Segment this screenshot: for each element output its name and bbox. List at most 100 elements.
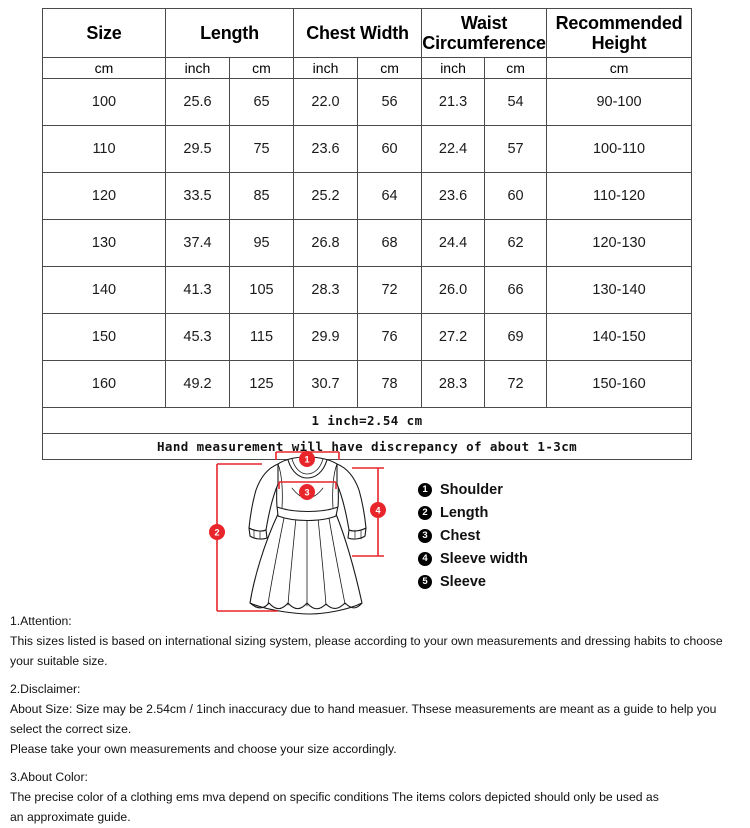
legend-item-sleeve: 5 Sleeve — [418, 570, 618, 593]
footnote-heading: 3.About Color: — [10, 770, 88, 785]
table-row: 110 29.5 75 23.6 60 22.4 57 100-110 — [42, 125, 693, 173]
unit-chest-cm: cm — [357, 57, 423, 79]
marker-1-shoulder-icon — [299, 451, 315, 467]
cell-size: 120 — [42, 172, 166, 220]
column-header-chest-width: Chest Width — [293, 8, 423, 58]
cell-recommended-height: 130-140 — [546, 266, 693, 314]
unit-height-cm: cm — [546, 57, 693, 79]
cell-length-inch: 37.4 — [165, 219, 230, 267]
size-chart-table: Size Length Chest Width Waist Circumfere… — [41, 8, 693, 460]
column-header-waist-circumference: Waist Circumference — [421, 8, 548, 58]
legend-label: Sleeve width — [440, 550, 528, 567]
marker-2-length-icon — [209, 524, 225, 540]
unit-waist-inch: inch — [421, 57, 486, 79]
legend-label: Sleeve — [440, 573, 486, 590]
cell-chest-inch: 23.6 — [293, 125, 359, 173]
footnote-line: Please take your own measurements and ch… — [10, 741, 397, 756]
unit-chest-inch: inch — [293, 57, 359, 79]
cell-waist-inch: 24.4 — [421, 219, 486, 267]
legend-bullet-3-icon: 3 — [418, 528, 432, 543]
footnotes-section: 1.Attention: This sizes listed is based o… — [10, 612, 745, 828]
legend-bullet-1-icon: 1 — [418, 482, 432, 497]
legend-bullet-5-icon: 5 — [418, 574, 432, 589]
unit-size: cm — [42, 57, 166, 79]
cell-length-cm: 115 — [228, 313, 295, 361]
table-row: 100 25.6 65 22.0 56 21.3 54 90-100 — [42, 78, 693, 126]
footnote-line: The precise color of a clothing ems mva … — [10, 790, 659, 805]
cell-waist-cm: 54 — [484, 78, 548, 126]
cell-length-inch: 29.5 — [165, 125, 230, 173]
cell-waist-cm: 62 — [484, 219, 548, 267]
cell-size: 130 — [42, 219, 166, 267]
cell-recommended-height: 90-100 — [546, 78, 693, 126]
cell-size: 150 — [42, 313, 166, 361]
cell-length-cm: 105 — [228, 266, 295, 314]
table-note-discrepancy-row: Hand measurement will have discrepancy o… — [41, 433, 693, 460]
legend-label: Shoulder — [440, 481, 503, 498]
cell-chest-inch: 28.3 — [293, 266, 359, 314]
column-header-length: Length — [164, 8, 295, 58]
table-header-main-row: Size Length Chest Width Waist Circumfere… — [42, 8, 693, 58]
cell-chest-cm: 76 — [357, 313, 423, 361]
marker-3-chest-icon — [299, 484, 315, 500]
dress-illustration — [248, 456, 367, 615]
cell-length-inch: 45.3 — [165, 313, 230, 361]
cell-waist-inch: 28.3 — [421, 360, 486, 408]
cell-chest-cm: 78 — [357, 360, 423, 408]
cell-recommended-height: 150-160 — [546, 360, 693, 408]
legend-item-sleeve-width: 4 Sleeve width — [418, 547, 618, 570]
cell-chest-inch: 22.0 — [293, 78, 359, 126]
cell-recommended-height: 120-130 — [546, 219, 693, 267]
cell-chest-inch: 30.7 — [293, 360, 359, 408]
cell-waist-cm: 66 — [484, 266, 548, 314]
table-header-unit-row: cm inch cm inch cm inch cm cm — [42, 57, 693, 79]
size-chart-table-container: Size Length Chest Width Waist Circumfere… — [41, 8, 693, 460]
cell-recommended-height: 100-110 — [546, 125, 693, 173]
marker-4-sleeve-width-icon — [370, 502, 386, 518]
footnote-heading: 1.Attention: — [10, 614, 72, 628]
table-row: 150 45.3 115 29.9 76 27.2 69 140-150 — [42, 313, 693, 361]
cell-waist-inch: 22.4 — [421, 125, 486, 173]
cell-chest-cm: 72 — [357, 266, 423, 314]
cell-length-cm: 65 — [228, 78, 295, 126]
cell-size: 100 — [42, 78, 166, 126]
unit-waist-cm: cm — [484, 57, 548, 79]
cell-waist-inch: 23.6 — [421, 172, 486, 220]
cell-chest-cm: 60 — [357, 125, 423, 173]
table-row: 140 41.3 105 28.3 72 26.0 66 130-140 — [42, 266, 693, 314]
cell-size: 160 — [42, 360, 166, 408]
column-header-size: Size — [42, 8, 166, 58]
cell-chest-inch: 26.8 — [293, 219, 359, 267]
cell-length-inch: 41.3 — [165, 266, 230, 314]
legend-item-shoulder: 1 Shoulder — [418, 478, 618, 501]
cell-waist-cm: 57 — [484, 125, 548, 173]
measurement-markers: 1 3 2 4 — [209, 451, 386, 540]
table-note-conversion-row: 1 inch=2.54 cm — [41, 407, 693, 434]
cell-length-inch: 49.2 — [165, 360, 230, 408]
cell-length-inch: 25.6 — [165, 78, 230, 126]
legend-item-chest: 3 Chest — [418, 524, 618, 547]
legend-bullet-4-icon: 4 — [418, 551, 432, 566]
footnote-heading: 2.Disclaimer: — [10, 682, 81, 697]
cell-size: 140 — [42, 266, 166, 314]
legend-bullet-2-icon: 2 — [418, 505, 432, 520]
cell-length-inch: 33.5 — [165, 172, 230, 220]
footnote-line: an approximate guide. — [10, 809, 131, 824]
cell-waist-inch: 27.2 — [421, 313, 486, 361]
cell-chest-cm: 64 — [357, 172, 423, 220]
svg-text:4: 4 — [375, 505, 380, 515]
cell-waist-cm: 69 — [484, 313, 548, 361]
cell-chest-inch: 29.9 — [293, 313, 359, 361]
note-inch-conversion: 1 inch=2.54 cm — [41, 407, 693, 434]
svg-text:3: 3 — [304, 487, 309, 497]
cell-waist-cm: 72 — [484, 360, 548, 408]
cell-size: 110 — [42, 125, 166, 173]
table-row: 130 37.4 95 26.8 68 24.4 62 120-130 — [42, 219, 693, 267]
footnote-line: About Size: Size may be 2.54cm / 1inch i… — [10, 702, 717, 736]
cell-length-cm: 75 — [228, 125, 295, 173]
cell-chest-cm: 56 — [357, 78, 423, 126]
cell-waist-cm: 60 — [484, 172, 548, 220]
legend-item-length: 2 Length — [418, 501, 618, 524]
cell-waist-inch: 21.3 — [421, 78, 486, 126]
table-row: 120 33.5 85 25.2 64 23.6 60 110-120 — [42, 172, 693, 220]
